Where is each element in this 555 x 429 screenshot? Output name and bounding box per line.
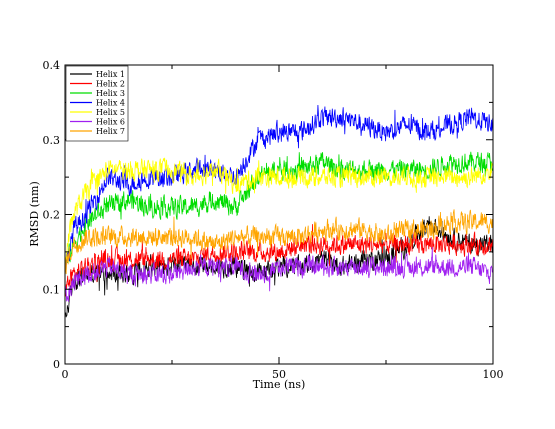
y-axis-title: RMSD (nm)	[28, 181, 41, 247]
legend-label-3: Helix 3	[96, 89, 125, 98]
y-tick-label: 0.2	[43, 209, 61, 222]
series-line-3	[64, 151, 494, 270]
y-tick-label: 0.4	[43, 59, 61, 72]
series-line-7	[64, 209, 494, 275]
series-line-5	[64, 157, 494, 261]
legend-label-6: Helix 6	[96, 118, 125, 127]
legend-label-7: Helix 7	[96, 127, 125, 136]
x-tick-label: 100	[483, 368, 504, 381]
x-tick-label: 50	[272, 368, 286, 381]
series-line-2	[64, 224, 494, 297]
y-tick-label: 0	[53, 358, 60, 371]
axis-ticks: 0 50 100 0 0.1 0.2 0.3 0.4	[43, 59, 504, 381]
y-tick-label: 0.3	[43, 134, 61, 147]
legend-label-1: Helix 1	[96, 70, 125, 79]
series-line-4	[64, 104, 494, 270]
x-axis-title: Time (ns)	[253, 378, 306, 391]
plot-frame	[64, 64, 494, 365]
legend-label-4: Helix 4	[96, 99, 125, 108]
x-tick-label: 0	[62, 368, 69, 381]
series-traces	[64, 104, 494, 318]
legend-label-5: Helix 5	[96, 108, 125, 117]
y-tick-label: 0.1	[43, 283, 61, 296]
legend-label-2: Helix 2	[96, 80, 125, 89]
legend-box	[65, 65, 129, 142]
series-line-6	[64, 247, 494, 302]
